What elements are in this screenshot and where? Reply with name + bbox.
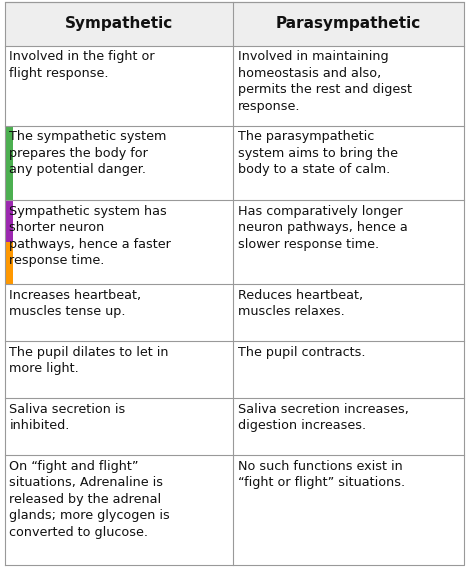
Text: The parasympathetic
system aims to bring the
body to a state of calm.: The parasympathetic system aims to bring… (237, 130, 398, 176)
Bar (5, 2, 233, 46)
Bar (5, 242, 13, 284)
Bar (5, 125, 13, 200)
Bar (5, 200, 13, 242)
Text: Increases heartbeat,
muscles tense up.: Increases heartbeat, muscles tense up. (9, 289, 142, 318)
Text: Sympathetic system has
shorter neuron
pathways, hence a faster
response time.: Sympathetic system has shorter neuron pa… (9, 205, 172, 267)
Text: Reduces heartbeat,
muscles relaxes.: Reduces heartbeat, muscles relaxes. (237, 289, 363, 318)
Text: On “fight and flight”
situations, Adrenaline is
released by the adrenal
glands; : On “fight and flight” situations, Adrena… (9, 459, 170, 539)
Bar (233, 2, 464, 46)
Text: Saliva secretion is
inhibited.: Saliva secretion is inhibited. (9, 403, 126, 432)
Text: The sympathetic system
prepares the body for
any potential danger.: The sympathetic system prepares the body… (9, 130, 167, 176)
Text: Involved in the fight or
flight response.: Involved in the fight or flight response… (9, 50, 155, 80)
Text: The pupil contracts.: The pupil contracts. (237, 346, 365, 359)
Text: Saliva secretion increases,
digestion increases.: Saliva secretion increases, digestion in… (237, 403, 409, 432)
Text: Involved in maintaining
homeostasis and also,
permits the rest and digest
respon: Involved in maintaining homeostasis and … (237, 50, 411, 113)
Text: Has comparatively longer
neuron pathways, hence a
slower response time.: Has comparatively longer neuron pathways… (237, 205, 407, 251)
Text: Sympathetic: Sympathetic (64, 16, 173, 31)
Text: No such functions exist in
“fight or flight” situations.: No such functions exist in “fight or fli… (237, 459, 405, 489)
Text: Parasympathetic: Parasympathetic (275, 16, 421, 31)
Text: The pupil dilates to let in
more light.: The pupil dilates to let in more light. (9, 346, 169, 375)
